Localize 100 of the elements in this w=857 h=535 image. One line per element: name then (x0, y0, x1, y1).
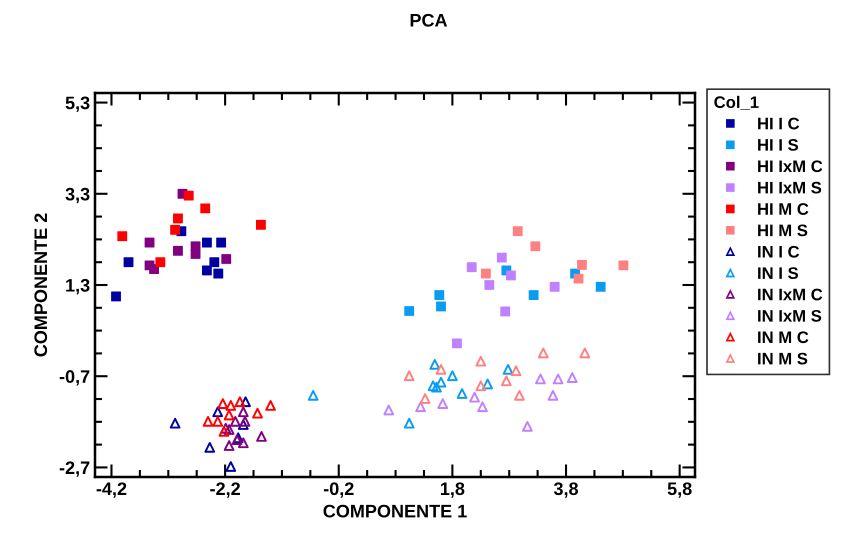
point (436, 302, 446, 312)
point (383, 404, 394, 416)
point (230, 416, 241, 427)
point (502, 364, 514, 375)
point (256, 431, 267, 442)
point (566, 372, 578, 383)
point (510, 365, 522, 376)
point (475, 356, 486, 367)
point (436, 376, 446, 388)
point (238, 406, 249, 418)
point (212, 406, 224, 418)
point (477, 401, 488, 412)
point (469, 392, 480, 403)
legend-label: IN I C (758, 246, 800, 258)
point (415, 401, 426, 412)
legend-label: HI IxM S (758, 182, 822, 194)
point (221, 254, 232, 264)
legend-title: Col_1 (714, 96, 759, 110)
y-tick-label: 1,3 (66, 278, 90, 294)
point (213, 268, 224, 279)
point (224, 410, 234, 420)
point (124, 257, 134, 268)
point (256, 220, 266, 230)
point (170, 418, 180, 429)
point (514, 390, 525, 401)
point (596, 282, 606, 292)
point (224, 440, 234, 451)
chart-title: PCA (410, 14, 448, 27)
point (512, 226, 523, 236)
point (190, 249, 200, 259)
x-tick-label: -4,2 (96, 482, 126, 498)
point (200, 203, 210, 214)
point (428, 380, 438, 392)
x-tick-label: -0,2 (324, 482, 354, 498)
y-tick-label: 5,3 (66, 96, 90, 112)
point (574, 274, 584, 284)
point (202, 416, 214, 427)
point (173, 246, 183, 256)
point (202, 238, 212, 248)
point (538, 348, 549, 358)
legend-label: HI IxM C (758, 160, 822, 172)
point (111, 291, 121, 302)
point (577, 260, 587, 270)
point (535, 374, 546, 384)
point (216, 238, 226, 248)
point (548, 390, 558, 401)
point (466, 262, 477, 272)
point (149, 264, 160, 274)
point (240, 396, 251, 408)
point (437, 398, 448, 409)
legend-label: HI M C (758, 203, 808, 215)
point (500, 306, 510, 316)
point (212, 416, 224, 427)
point (579, 348, 590, 358)
x-axis-title: COMPONENTE 1 (324, 504, 467, 518)
legend-label: IN I S (758, 267, 798, 280)
point (480, 268, 491, 279)
point (218, 426, 230, 437)
y-axis-title: COMPONENTE 2 (34, 213, 48, 356)
point (434, 290, 444, 300)
legend-label: IN IxM C (758, 288, 822, 300)
point (202, 265, 212, 276)
point (173, 213, 183, 224)
point (144, 238, 154, 248)
point (456, 388, 468, 399)
legend-label: IN M S (758, 352, 808, 365)
point (420, 393, 430, 404)
point (265, 400, 276, 411)
point (225, 461, 236, 472)
y-tick-label: -0,7 (60, 370, 90, 386)
point (552, 374, 564, 384)
point (528, 290, 539, 300)
point (618, 260, 628, 270)
point (500, 375, 512, 386)
point (482, 378, 493, 390)
point (117, 231, 128, 242)
point (496, 252, 507, 263)
point (234, 396, 246, 408)
point (530, 241, 540, 252)
x-tick-label: 1,8 (440, 482, 464, 498)
point (404, 370, 415, 382)
point (506, 270, 516, 280)
x-tick-label: 3,8 (554, 482, 578, 498)
point (429, 358, 440, 370)
point (484, 280, 494, 290)
point (238, 437, 249, 448)
point (225, 400, 236, 411)
point (404, 306, 414, 316)
point (436, 364, 446, 375)
legend-label: HI I S (758, 139, 798, 151)
legend-label: HI I C (758, 118, 800, 130)
legend-label: HI M S (758, 224, 808, 236)
point (475, 380, 486, 392)
point (452, 338, 462, 348)
y-tick-label: 3,3 (65, 188, 90, 204)
point (217, 398, 228, 409)
point (155, 257, 166, 268)
point (209, 257, 220, 268)
point (252, 408, 263, 419)
point (404, 418, 415, 429)
